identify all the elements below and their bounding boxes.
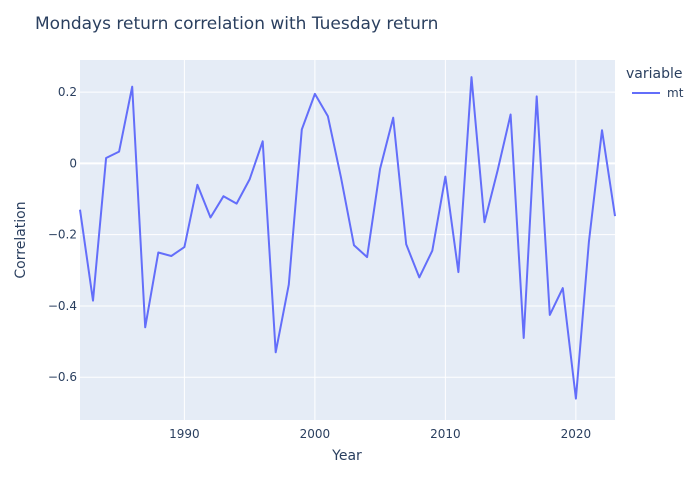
y-tick-label: 0.2 — [58, 85, 77, 99]
x-tick-label: 2000 — [300, 427, 331, 441]
y-tick-label: −0.2 — [48, 228, 77, 242]
legend[interactable]: variable mt — [626, 66, 684, 100]
series-line-mt[interactable] — [79, 76, 616, 400]
y-axis-label: Correlation — [13, 201, 29, 278]
y-tick-label: −0.4 — [48, 299, 77, 313]
gridlines — [80, 60, 615, 420]
y-tick-label: −0.6 — [48, 370, 77, 384]
series-group — [79, 76, 616, 400]
y-axis-ticks: 0.2 0 −0.2 −0.4 −0.6 — [48, 85, 77, 384]
x-axis-ticks: 1990 2000 2010 2020 — [169, 427, 591, 441]
legend-item-mt[interactable]: mt — [667, 86, 684, 100]
x-tick-label: 2020 — [561, 427, 592, 441]
chart-title: Mondays return correlation with Tuesday … — [35, 14, 438, 34]
x-axis-label: Year — [331, 448, 362, 464]
x-tick-label: 1990 — [169, 427, 200, 441]
legend-title: variable — [626, 66, 682, 82]
y-tick-label: 0 — [69, 156, 77, 170]
x-tick-label: 2010 — [430, 427, 461, 441]
plot-area — [80, 60, 615, 420]
